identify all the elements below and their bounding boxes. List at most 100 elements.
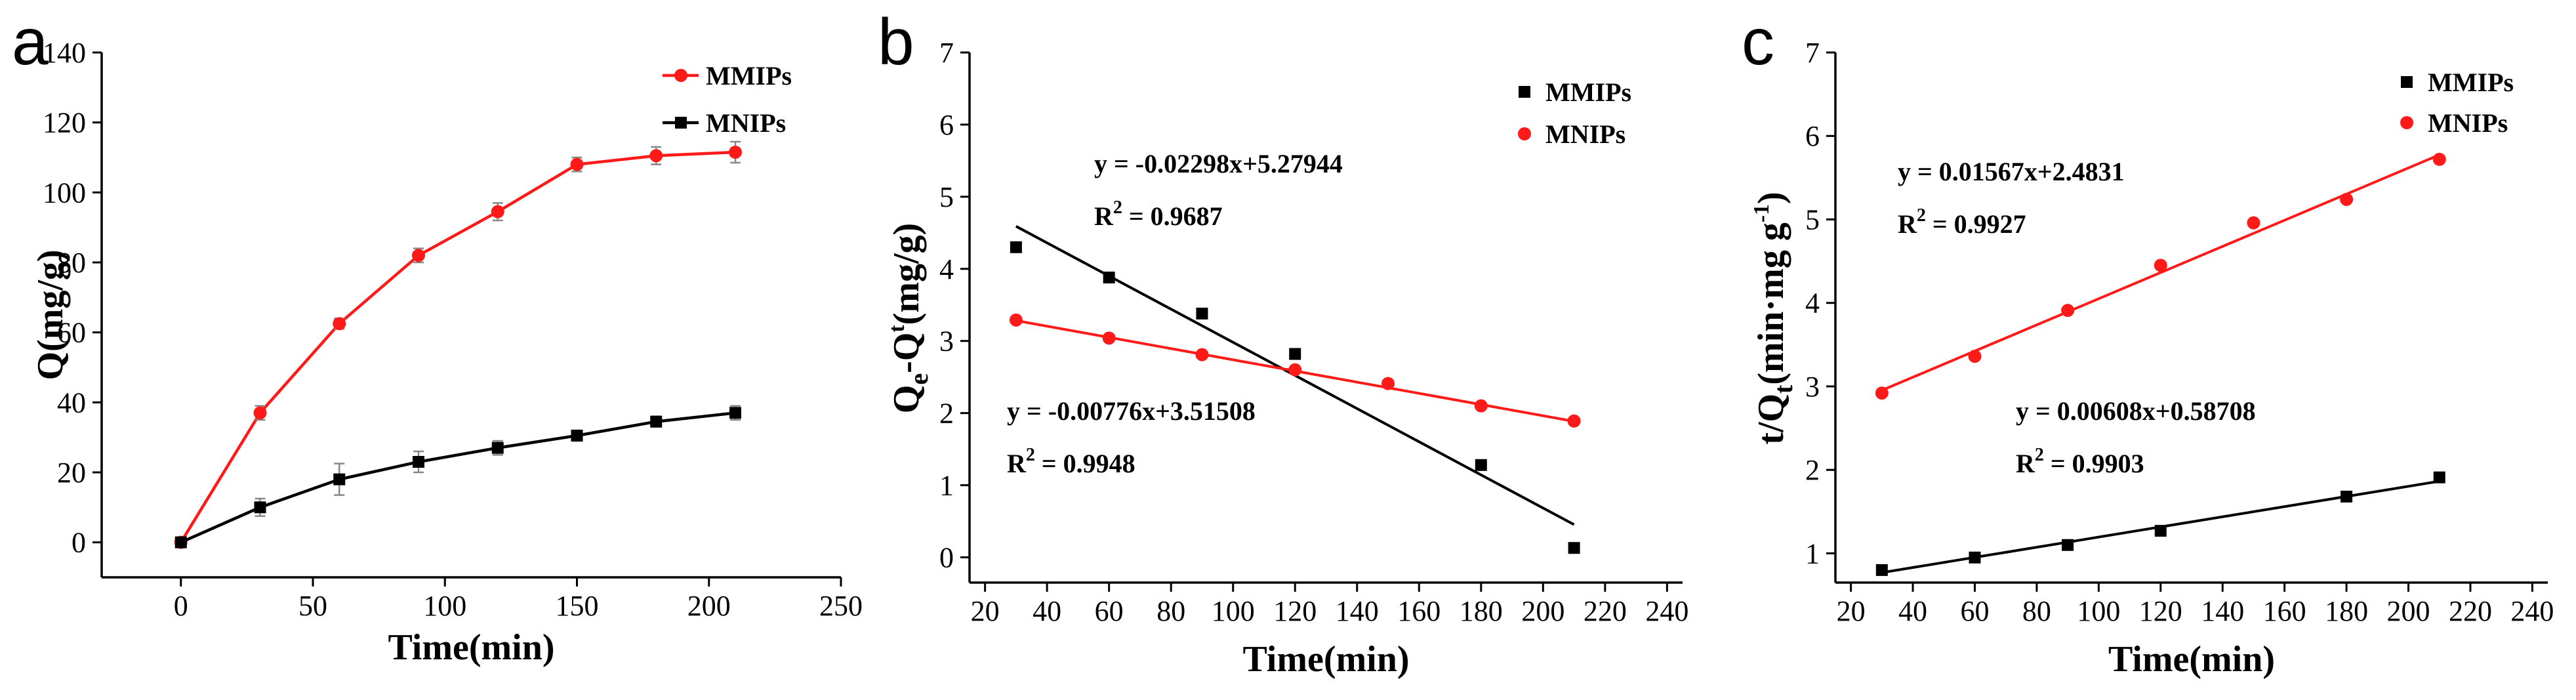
- x-tick-label: 200: [687, 590, 731, 622]
- data-point-mmips: [1475, 459, 1487, 471]
- r2-superscript: 2: [1917, 205, 1926, 226]
- data-point-mmips: [2433, 471, 2445, 484]
- y-tick-label: 40: [57, 386, 86, 419]
- data-point-mmips: [1568, 542, 1580, 554]
- x-tick-label: 80: [1156, 595, 1185, 627]
- fit-equation: y = -0.00776x+3.51508: [1007, 396, 1256, 426]
- data-point-mnips: [1567, 414, 1581, 428]
- y-tick-label: 2: [939, 398, 954, 430]
- r2-value: = 0.9927: [1926, 209, 2026, 239]
- data-point-mmips: [1969, 551, 1981, 564]
- panel-b: 20 40 60 80 100 120 140 160 180 200 220 240 0 1 2 3 4 5 6 7…: [885, 37, 1688, 680]
- x-tick-label: 20: [971, 595, 1000, 627]
- legend-label: MNIPs: [706, 108, 786, 138]
- y-label-part: (mg/g): [886, 223, 927, 325]
- data-point-mmips: [2154, 525, 2167, 537]
- y-tick-label: 140: [43, 37, 86, 69]
- series-mmips: [174, 140, 742, 549]
- fit-equation: y = 0.01567x+2.4831: [1898, 157, 2125, 186]
- data-point-mnips: [254, 501, 266, 514]
- data-point-mnips: [333, 473, 346, 485]
- x-axis-label: Time(min): [2108, 639, 2275, 680]
- y-label-part: t/Q: [1751, 394, 1791, 445]
- r2-superscript: 2: [2035, 445, 2044, 465]
- y-tick-label: 0: [72, 527, 86, 559]
- x-tick-label: 40: [1032, 595, 1061, 627]
- panel-letter-c: c: [1742, 5, 1774, 79]
- data-point-mmips: [570, 157, 584, 171]
- series-mmips: [1875, 471, 2445, 576]
- data-point-mmips: [1103, 271, 1115, 283]
- y-tick-label: 4: [1805, 287, 1820, 319]
- data-point-mnips: [1102, 331, 1116, 345]
- legend-marker: [674, 69, 687, 82]
- data-point-mnips: [1009, 313, 1023, 327]
- data-point-mnips: [413, 456, 424, 468]
- x-tick-label: 0: [174, 590, 188, 622]
- y-tick-label: 0: [939, 542, 954, 574]
- x-tick-label: 100: [2077, 595, 2120, 627]
- x-tick-label: 200: [2387, 595, 2430, 627]
- data-point-mmips: [1010, 241, 1022, 253]
- fit-r-squared: R2 = 0.9948: [1007, 445, 1135, 478]
- y-tick-label: 7: [1805, 37, 1820, 69]
- panel-a: 0 50 100 150 200 250 0 20 40 60 80 100 120 140 Time(mi…: [30, 37, 863, 668]
- data-point-mmips: [253, 406, 267, 420]
- panel-letter-a: a: [12, 5, 49, 79]
- data-point-mnips: [174, 536, 187, 548]
- y-label-superscript: t: [885, 325, 909, 333]
- r2-symbol: R: [1007, 449, 1027, 478]
- legend-item-mnips: MNIPs: [663, 108, 786, 138]
- y-label-part: (min·mg g: [1751, 222, 1791, 384]
- x-tick-label: 240: [2510, 595, 2554, 627]
- y-tick-label: 6: [1805, 120, 1820, 152]
- data-point-mmips: [491, 205, 504, 218]
- legend-label: MNIPs: [1545, 119, 1625, 149]
- r2-symbol: R: [1898, 209, 1917, 239]
- y-label-part: ): [1751, 192, 1791, 204]
- fit-equation: y = 0.00608x+0.58708: [2016, 396, 2256, 426]
- x-tick-label: 100: [1212, 595, 1255, 627]
- data-point-mnips: [491, 442, 504, 454]
- data-point-mnips: [1288, 363, 1302, 377]
- data-point-mmips: [2341, 490, 2353, 503]
- y-tick-label: 80: [57, 247, 86, 279]
- y-tick-label: 100: [43, 176, 86, 209]
- y-label-subscript: t: [1768, 384, 1798, 394]
- legend-label: MNIPs: [2428, 108, 2508, 138]
- y-tick-label: 60: [57, 317, 86, 349]
- series-mnips: [174, 405, 741, 548]
- r2-superscript: 2: [1113, 197, 1122, 218]
- panel-letter-b: b: [878, 5, 914, 79]
- legend-marker: [1518, 127, 1531, 140]
- data-point-mnips: [2061, 304, 2075, 318]
- fit-r-squared: R2 = 0.9687: [1094, 197, 1223, 231]
- r2-superscript: 2: [1026, 445, 1035, 465]
- panel-c: 20 40 60 80 100 120 140 160 180 200 220 240 1 2 3 4 5 6 7 T…: [1749, 37, 2554, 680]
- x-tick-label: 140: [1336, 595, 1379, 627]
- y-tick-label: 2: [1805, 454, 1820, 486]
- series-line-mmips: [179, 150, 736, 543]
- x-tick-label: 60: [1960, 595, 1989, 627]
- y-tick-label: 3: [939, 325, 954, 358]
- legend-marker: [675, 117, 687, 129]
- legend-marker: [2400, 116, 2413, 129]
- x-tick-label: 160: [2263, 595, 2306, 627]
- legend-item-mmips: MMIPs: [2401, 68, 2514, 97]
- legend-marker: [2401, 76, 2413, 88]
- fit-r-squared: R2 = 0.9927: [1898, 205, 2026, 239]
- series-mnips: [1875, 152, 2446, 400]
- legend-item-mnips: MNIPs: [2400, 108, 2508, 138]
- data-point-mmips: [412, 249, 425, 262]
- y-tick-label: 1: [939, 470, 954, 502]
- y-label-part: Q: [886, 385, 927, 414]
- legend-label: MMIPs: [706, 61, 792, 91]
- data-point-mnips: [2154, 258, 2167, 272]
- x-tick-label: 240: [1645, 595, 1688, 627]
- y-axis-label: Qe-Qt(mg/g): [885, 223, 933, 413]
- x-axis-label: Time(min): [388, 627, 554, 668]
- fit-line-mnips: [1881, 154, 2440, 392]
- data-point-mnips: [1968, 350, 1982, 363]
- series-mmips: [1010, 225, 1580, 554]
